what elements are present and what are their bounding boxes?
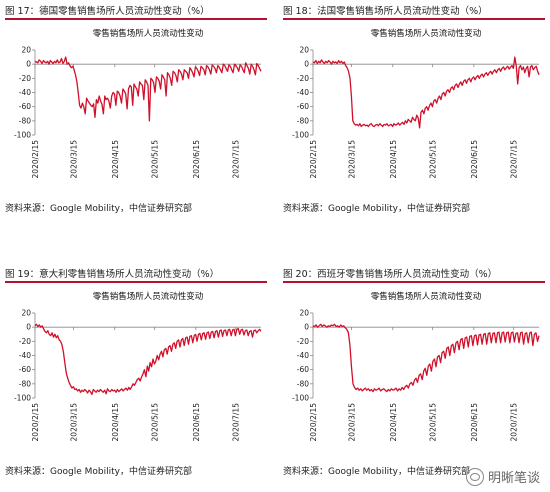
source-note: 资料来源：Google Mobility，中信证券研究部 <box>5 204 192 214</box>
line-chart: 零售销售场所人员流动性变动 20 0 -20 -40 -60 -80 -1002020/2/1… <box>292 28 540 179</box>
title-rule <box>283 18 545 20</box>
x-tick-label: 2020/5/15 <box>151 403 160 442</box>
x-tick-label: 2020/3/15 <box>348 140 357 179</box>
line-chart: 零售销售场所人员流动性变动 20 0 -20 -40 -60 -80 -1002020/2/1… <box>14 28 262 179</box>
x-tick-label: 2020/3/15 <box>348 403 357 442</box>
x-tick-label: 2020/3/15 <box>70 140 79 179</box>
chart-title: 零售销售场所人员流动性变动 <box>93 28 204 39</box>
x-tick-label: 2020/7/15 <box>232 403 241 442</box>
y-tick-label: -100 <box>292 394 309 403</box>
x-tick-label: 2020/3/15 <box>70 403 79 442</box>
y-tick-label: 0 <box>304 60 309 69</box>
chart-panel-germany: 图 17：德国零售销售场所人员流动性变动（%） 零售销售场所人员流动性变动 20 0… <box>5 3 267 227</box>
x-tick-label: 2020/4/15 <box>389 140 398 179</box>
x-tick-label: 2020/4/15 <box>111 140 120 179</box>
y-tick-label: -80 <box>19 116 31 125</box>
series-line <box>34 56 262 122</box>
x-tick-label: 2020/7/15 <box>510 140 519 179</box>
y-tick-label: 20 <box>299 309 309 318</box>
source-note: 资料来源：Google Mobility，中信证券研究部 <box>5 467 192 477</box>
y-tick-label: 20 <box>21 309 31 318</box>
y-tick-label: -20 <box>19 337 31 346</box>
x-tick-label: 2020/7/15 <box>232 140 241 179</box>
chart-panel-spain: 图 20：西班牙零售销售场所人员流动性变动（%） 零售销售场所人员流动性变动 20… <box>283 266 545 490</box>
x-tick-label: 2020/5/15 <box>151 140 160 179</box>
y-tick-label: -80 <box>297 379 309 388</box>
wechat-icon <box>465 467 484 486</box>
watermark-text: 明晰笔谈 <box>487 471 540 486</box>
y-tick-label: -100 <box>292 131 309 140</box>
x-tick-label: 2020/2/15 <box>31 140 40 179</box>
y-tick-label: -40 <box>19 351 31 360</box>
figure-title: 图 19：意大利零售销售场所人员流动性变动（%） <box>5 269 220 280</box>
y-tick-label: -80 <box>297 116 309 125</box>
y-tick-label: 20 <box>299 46 309 55</box>
title-rule <box>5 18 267 20</box>
x-tick-label: 2020/6/15 <box>470 140 479 179</box>
x-tick-label: 2020/6/15 <box>192 403 201 442</box>
x-tick-label: 2020/5/15 <box>429 403 438 442</box>
line-chart: 零售销售场所人员流动性变动 20 0 -20 -40 -60 -80 -1002020/2/1… <box>292 291 540 442</box>
y-tick-label: -60 <box>297 102 309 111</box>
y-tick-label: -20 <box>297 74 309 83</box>
y-tick-label: -20 <box>297 337 309 346</box>
chart-title: 零售销售场所人员流动性变动 <box>371 28 482 39</box>
title-rule <box>283 281 545 283</box>
y-tick-label: 0 <box>26 60 31 69</box>
y-tick-label: 0 <box>304 323 309 332</box>
title-rule <box>5 281 267 283</box>
chart-panel-france: 图 18：法国零售销售场所人员流动性变动（%） 零售销售场所人员流动性变动 20 0… <box>283 3 545 227</box>
y-tick-label: -100 <box>14 394 31 403</box>
figure-title: 图 17：德国零售销售场所人员流动性变动（%） <box>5 6 210 17</box>
y-tick-label: -20 <box>19 74 31 83</box>
x-tick-label: 2020/4/15 <box>111 403 120 442</box>
x-tick-label: 2020/6/15 <box>192 140 201 179</box>
figure-title: 图 18：法国零售销售场所人员流动性变动（%） <box>283 6 488 17</box>
x-tick-label: 2020/4/15 <box>389 403 398 442</box>
series-line <box>312 323 540 393</box>
y-tick-label: -80 <box>19 379 31 388</box>
y-tick-label: -40 <box>297 351 309 360</box>
source-note: 资料来源：Google Mobility，中信证券研究部 <box>283 204 470 214</box>
y-tick-label: 0 <box>26 323 31 332</box>
x-tick-label: 2020/6/15 <box>470 403 479 442</box>
x-tick-label: 2020/2/15 <box>31 403 40 442</box>
y-tick-label: -40 <box>297 88 309 97</box>
line-chart: 零售销售场所人员流动性变动 20 0 -20 -40 -60 -80 -1002020/2/1… <box>14 291 262 442</box>
x-tick-label: 2020/5/15 <box>429 140 438 179</box>
x-tick-label: 2020/7/15 <box>510 403 519 442</box>
chart-title: 零售销售场所人员流动性变动 <box>371 291 482 302</box>
x-tick-label: 2020/2/15 <box>309 140 318 179</box>
x-tick-label: 2020/2/15 <box>309 403 318 442</box>
y-tick-label: -100 <box>14 131 31 140</box>
y-tick-label: -40 <box>19 88 31 97</box>
y-tick-label: -60 <box>297 365 309 374</box>
figure-title: 图 20：西班牙零售销售场所人员流动性变动（%） <box>283 269 498 280</box>
chart-panel-italy: 图 19：意大利零售销售场所人员流动性变动（%） 零售销售场所人员流动性变动 20… <box>5 266 267 490</box>
y-tick-label: -60 <box>19 365 31 374</box>
y-tick-label: -60 <box>19 102 31 111</box>
series-line <box>34 323 262 396</box>
chart-title: 零售销售场所人员流动性变动 <box>93 291 204 302</box>
series-line <box>312 56 540 129</box>
source-note: 资料来源：Google Mobility，中信证券研究部 <box>283 467 470 477</box>
watermark: 明晰笔谈 <box>465 467 540 486</box>
y-tick-label: 20 <box>21 46 31 55</box>
